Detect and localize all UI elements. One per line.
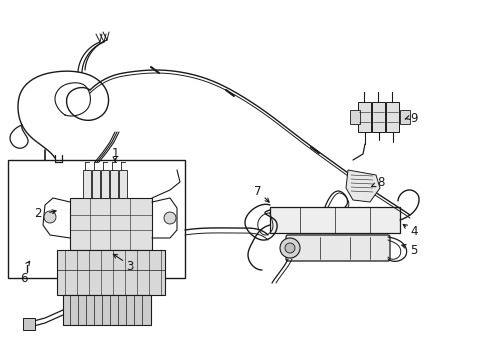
Bar	[83, 170, 91, 198]
Bar	[371, 102, 384, 132]
Bar	[8, 160, 184, 278]
Bar	[70, 198, 152, 250]
Bar	[110, 170, 118, 198]
Text: 4: 4	[409, 225, 417, 238]
Circle shape	[280, 238, 299, 258]
Text: 1: 1	[111, 147, 119, 159]
Bar	[119, 170, 127, 198]
Bar	[92, 170, 100, 198]
FancyBboxPatch shape	[285, 235, 389, 261]
Circle shape	[163, 212, 176, 224]
Text: 5: 5	[409, 243, 417, 257]
Bar	[349, 110, 359, 124]
Text: 9: 9	[409, 112, 417, 125]
Bar	[399, 110, 409, 124]
Bar	[23, 318, 35, 330]
Bar	[63, 295, 151, 325]
Bar	[269, 207, 399, 233]
Polygon shape	[346, 170, 379, 202]
Text: 3: 3	[126, 260, 133, 273]
Bar	[357, 102, 370, 132]
Circle shape	[44, 211, 56, 223]
Text: 2: 2	[34, 207, 41, 220]
Bar	[101, 170, 109, 198]
Text: 7: 7	[254, 185, 261, 198]
Bar	[57, 250, 164, 295]
Text: 6: 6	[20, 271, 28, 284]
Bar	[385, 102, 398, 132]
Circle shape	[285, 243, 294, 253]
Text: 8: 8	[377, 176, 384, 189]
